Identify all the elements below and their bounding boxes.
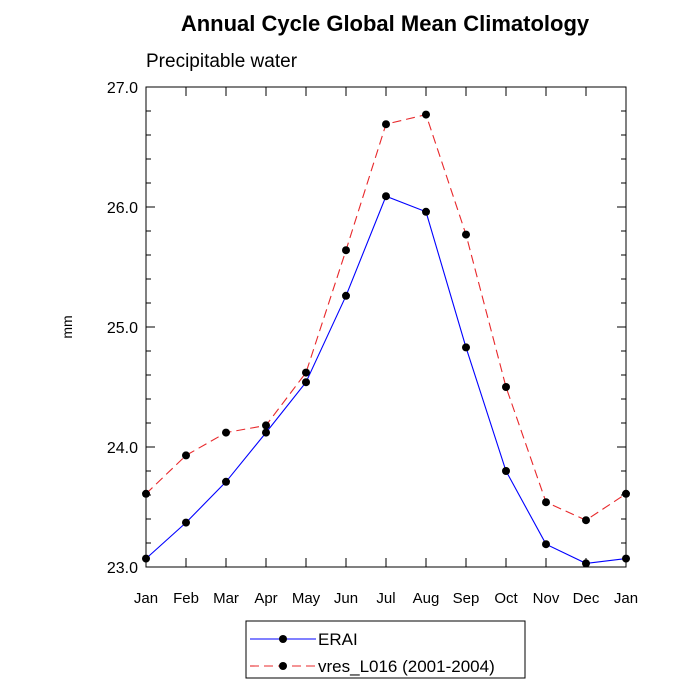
y-tick-labels: 23.0 24.0 25.0 26.0 27.0 xyxy=(107,80,138,577)
data-point xyxy=(542,540,550,549)
data-point xyxy=(382,192,390,201)
legend-marker xyxy=(279,662,287,670)
x-tick-labels: Jan Feb Mar Apr May Jun Jul Aug Sep Oct Nov Dec Jan xyxy=(134,590,638,607)
x-tick-label: Apr xyxy=(254,590,277,607)
data-point xyxy=(342,246,350,255)
data-point xyxy=(262,421,270,430)
x-tick-label: Jun xyxy=(334,590,358,607)
plot-frame xyxy=(145,86,627,568)
x-tick-label: Nov xyxy=(533,590,560,607)
x-tick-label: Oct xyxy=(494,590,518,607)
x-tick-label: Jul xyxy=(376,590,395,607)
x-tick-label: Jan xyxy=(614,590,638,607)
y-tick-label: 27.0 xyxy=(107,80,138,97)
data-point xyxy=(302,368,310,377)
y-tick-label: 23.0 xyxy=(107,560,138,577)
data-point xyxy=(222,477,230,486)
data-point xyxy=(142,554,150,563)
y-axis-label: mm xyxy=(59,315,75,338)
chart-title: Annual Cycle Global Mean Climatology xyxy=(181,11,590,36)
data-point xyxy=(462,343,470,352)
data-point xyxy=(582,559,590,568)
data-point xyxy=(182,518,190,527)
y-tick-label: 25.0 xyxy=(107,320,138,337)
data-point xyxy=(302,378,310,387)
chart-subtitle: Precipitable water xyxy=(146,51,298,72)
data-point xyxy=(542,498,550,507)
data-point xyxy=(422,110,430,119)
x-tick-label: Aug xyxy=(413,590,440,607)
data-point xyxy=(582,516,590,525)
data-point xyxy=(222,428,230,437)
data-point xyxy=(342,291,350,300)
y-tick-label: 24.0 xyxy=(107,440,138,457)
y-tick-label: 26.0 xyxy=(107,200,138,217)
x-tick-label: May xyxy=(292,590,321,607)
axis-ticks xyxy=(145,86,627,568)
data-point xyxy=(262,428,270,437)
data-point xyxy=(622,554,630,563)
series-layer xyxy=(142,110,630,568)
data-point xyxy=(622,489,630,498)
x-tick-label: Jan xyxy=(134,590,158,607)
series-line xyxy=(145,113,627,521)
legend-label: ERAI xyxy=(318,630,358,649)
x-tick-label: Mar xyxy=(213,590,239,607)
data-point xyxy=(422,207,430,216)
x-tick-label: Feb xyxy=(173,590,199,607)
data-point xyxy=(462,230,470,239)
x-tick-label: Sep xyxy=(453,590,480,607)
legend: ERAI vres_L016 (2001-2004) xyxy=(250,630,495,676)
data-point xyxy=(382,120,390,129)
legend-label: vres_L016 (2001-2004) xyxy=(318,657,495,676)
series-line xyxy=(145,195,627,564)
x-tick-label: Dec xyxy=(573,590,600,607)
data-point xyxy=(502,383,510,391)
data-point xyxy=(142,489,150,498)
data-point xyxy=(182,451,190,460)
legend-marker xyxy=(279,635,287,643)
legend-box xyxy=(245,620,526,679)
data-point xyxy=(502,467,510,475)
